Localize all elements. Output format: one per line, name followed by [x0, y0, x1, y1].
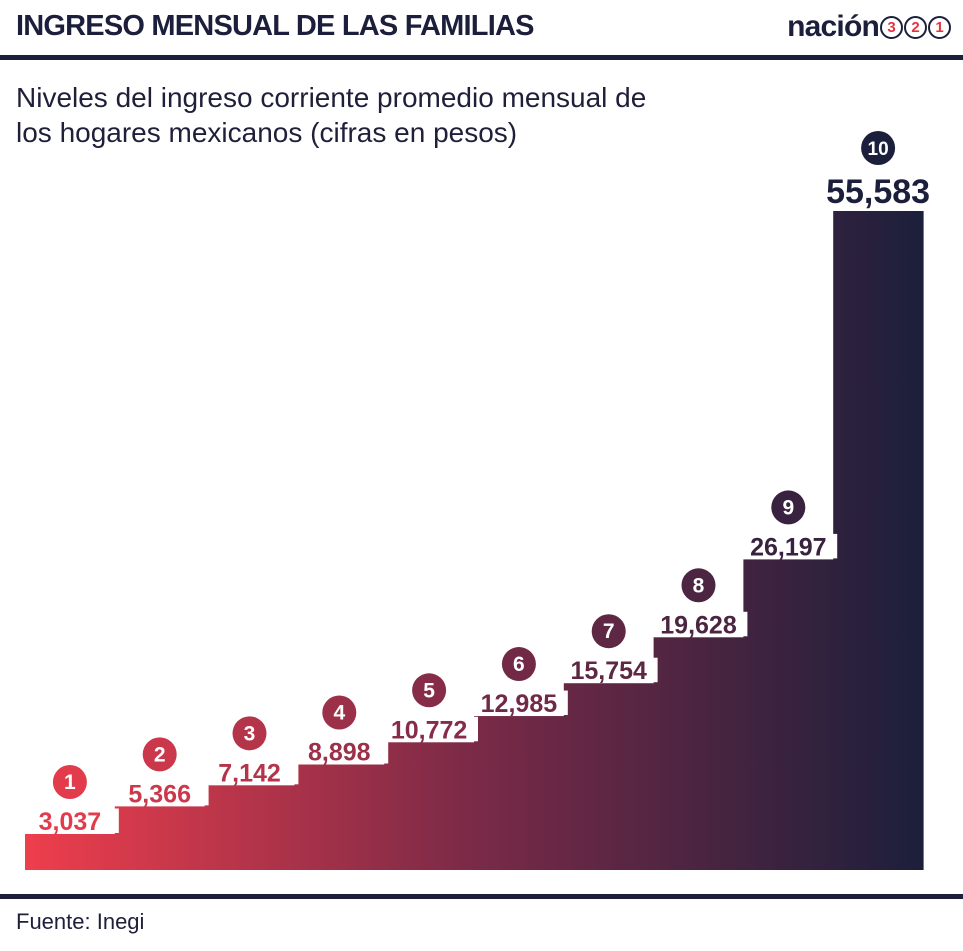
decile-number-4: 4: [333, 702, 345, 725]
value-label-decile-3: 7,142: [218, 759, 281, 787]
value-label-bg-7: [559, 657, 658, 683]
decile-number-3: 3: [244, 722, 256, 745]
decile-number-9: 9: [782, 496, 794, 519]
decile-number-8: 8: [693, 574, 705, 597]
chart-subtitle: Niveles del ingreso corriente promedio m…: [16, 82, 647, 148]
bar-decile-3: [204, 785, 295, 870]
value-label-decile-9: 26,197: [750, 533, 826, 561]
decile-number-1: 1: [64, 771, 76, 794]
value-label-bg-8: [649, 611, 748, 637]
brand-logo: nación 3 2 1: [787, 10, 951, 44]
value-label-decile-6: 12,985: [481, 690, 558, 718]
bar-decile-8: [653, 637, 744, 870]
value-label-bg-1: [21, 808, 119, 833]
decile-number-5: 5: [423, 679, 435, 702]
value-label-bg-2: [110, 780, 209, 806]
logo-number-3: 3: [880, 15, 903, 39]
bar-decile-6: [474, 716, 565, 870]
value-label-bg-4: [290, 739, 389, 764]
chart-title: INGRESO MENSUAL DE LAS FAMILIAS: [16, 10, 534, 42]
logo-number-badges: 3 2 1: [879, 15, 951, 39]
decile-number-2: 2: [154, 743, 166, 766]
value-label-bg-5: [380, 716, 478, 742]
decile-badge-5: [412, 673, 447, 708]
value-label-decile-5: 10,772: [391, 716, 467, 744]
value-label-decile-8: 19,628: [660, 611, 737, 639]
logo-number-2: 2: [904, 15, 927, 39]
decile-badge-9: [771, 490, 806, 525]
bar-decile-5: [384, 742, 475, 870]
header-divider: [0, 55, 963, 60]
bar-decile-4: [294, 764, 385, 870]
bar-decile-9: [743, 559, 834, 870]
bar-decile-2: [114, 806, 206, 870]
value-label-bg-9: [739, 533, 838, 559]
decile-badge-6: [501, 647, 536, 682]
decile-badge-10: [861, 131, 896, 165]
footer-divider: [0, 894, 963, 899]
value-label-decile-7: 15,754: [570, 657, 647, 685]
value-label-decile-10: 55,583: [826, 173, 930, 211]
decile-badge-1: [52, 764, 87, 799]
value-label-decile-4: 8,898: [308, 739, 371, 767]
value-label-bg-3: [200, 759, 299, 785]
decile-badge-4: [322, 695, 357, 730]
logo-wordmark: nación: [787, 10, 880, 43]
decile-badge-8: [681, 568, 716, 603]
value-label-decile-1: 3,037: [39, 808, 102, 836]
decile-badge-2: [142, 737, 177, 772]
bar-decile-10: [833, 211, 924, 870]
bar-decile-7: [563, 683, 655, 870]
logo-number-1: 1: [928, 15, 951, 39]
decile-number-6: 6: [513, 653, 525, 676]
decile-badge-3: [232, 716, 267, 751]
source-note: Fuente: Inegi: [16, 909, 145, 934]
decile-number-7: 7: [603, 620, 615, 643]
value-label-bg-6: [470, 690, 568, 716]
decile-badge-7: [591, 614, 626, 649]
decile-number-10: 10: [868, 139, 889, 160]
value-label-decile-2: 5,366: [128, 780, 191, 808]
bar-decile-1: [25, 833, 116, 870]
